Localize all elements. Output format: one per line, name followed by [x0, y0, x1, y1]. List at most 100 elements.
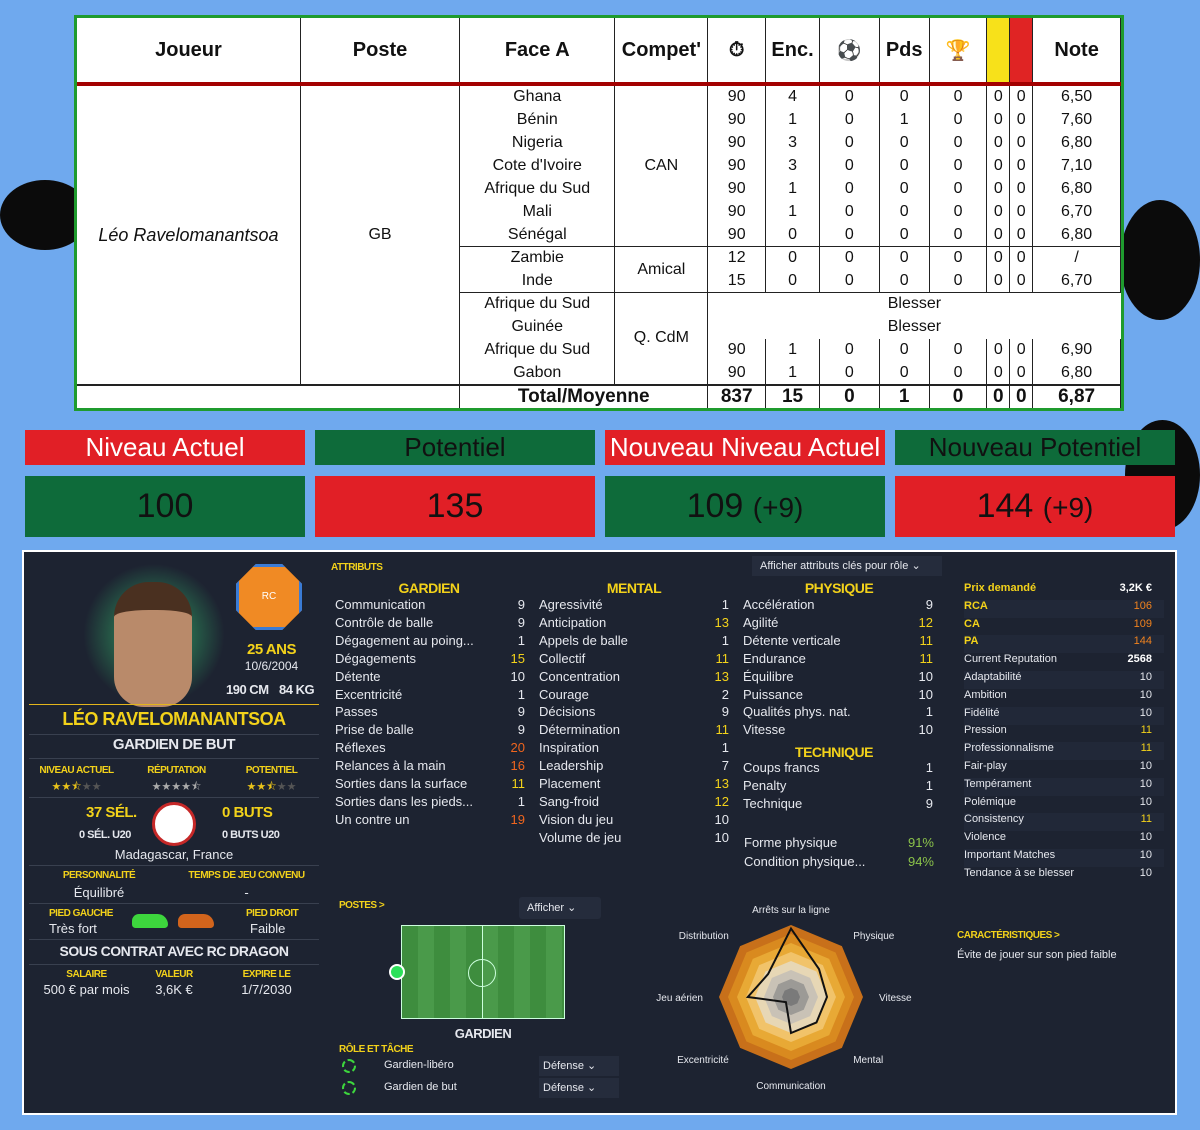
attribute-value: 1 [721, 740, 729, 756]
attribute-name: Détente [335, 668, 381, 684]
stat-cell: 0 [819, 361, 880, 386]
stat-cell: 0 [819, 338, 880, 362]
attribute-row[interactable]: Inspiration 1 [539, 740, 729, 758]
attribute-row[interactable]: Appels de balle 1 [539, 633, 729, 651]
stat-cell: 0 [879, 269, 930, 294]
attribute-row[interactable]: Coups francs 1 [743, 760, 933, 778]
stat-cell: 90 [707, 131, 767, 155]
stat-cell: 3 [765, 131, 820, 155]
attribute-value: 10 [714, 811, 729, 827]
attribute-row[interactable]: Réflexes 20 [335, 740, 525, 758]
stat-cell: 0 [929, 131, 988, 155]
attribute-value: 10 [918, 722, 933, 738]
attribute-name: Relances à la main [335, 758, 446, 774]
attribute-row[interactable]: Prise de balle 9 [335, 722, 525, 740]
attribute-row[interactable]: Volume de jeu 10 [539, 830, 729, 848]
attribute-row[interactable]: Équilibre 10 [743, 669, 933, 687]
player-profile-panel: RC 25 ANS 10/6/2004 190 CM 84 KG LÉO RAV… [22, 550, 1177, 1115]
attribute-value: 15 [510, 650, 525, 666]
attribute-name: Communication [335, 597, 426, 612]
attribute-row[interactable]: Sorties dans la surface 11 [335, 776, 525, 794]
value: 3,6K € [155, 982, 193, 997]
attribute-row[interactable]: Sorties dans les pieds... 1 [335, 794, 525, 812]
caps: 37 SÉL. [86, 804, 137, 821]
contract-info[interactable]: SOUS CONTRAT AVEC RC DRAGON [59, 943, 289, 959]
attribute-row[interactable]: Accélération 9 [743, 597, 933, 615]
hidden-attribute-row: Ambition 10 [964, 689, 1164, 707]
radar-ring [782, 988, 800, 1006]
duty-dropdown[interactable]: Défense ⌄ [539, 1056, 619, 1076]
attribute-row[interactable]: Passes 9 [335, 704, 525, 722]
stat-cell: 90 [707, 361, 767, 386]
national-team-logo[interactable] [152, 802, 196, 846]
attribute-row[interactable]: Penalty 1 [743, 778, 933, 796]
attribute-row[interactable]: Endurance 11 [743, 651, 933, 669]
value-label: VALEUR [155, 969, 193, 980]
traits-link[interactable]: CARACTÉRISTIQUES > [957, 930, 1060, 941]
goalkeeper-position-marker[interactable] [389, 964, 405, 980]
attribute-row[interactable]: Collectif 11 [539, 651, 729, 669]
role-name[interactable]: Gardien de but [384, 1081, 457, 1093]
attribute-value: 10 [510, 668, 525, 684]
delta: (+9) [1042, 492, 1094, 523]
hidden-attribute-row: PA 144 [964, 635, 1164, 654]
playtime-label: TEMPS DE JEU CONVENU [188, 870, 305, 881]
attribute-row[interactable]: Technique 9 [743, 796, 933, 814]
left-foot: Très fort [49, 921, 97, 936]
hidden-attribute-row: Tempérament 10 [964, 777, 1164, 796]
attribute-row[interactable]: Dégagement au poing... 1 [335, 633, 525, 651]
duty-dropdown[interactable]: Défense ⌄ [539, 1078, 619, 1098]
banner-value: 135 [315, 476, 595, 537]
hidden-attribute-name: RCA [964, 599, 988, 612]
header-face-a: Face A [459, 18, 616, 86]
attribute-row[interactable]: Détente 10 [335, 669, 525, 687]
attribute-row[interactable]: Concentration 13 [539, 669, 729, 687]
fitness-name: Forme physique [744, 835, 838, 850]
attribute-row[interactable]: Agressivité 1 [539, 597, 729, 615]
attribute-row[interactable]: Détermination 11 [539, 722, 729, 740]
attribute-row[interactable]: Agilité 12 [743, 615, 933, 633]
attribute-row[interactable]: Courage 2 [539, 687, 729, 705]
attribute-row[interactable]: Anticipation 13 [539, 615, 729, 633]
role-key-attributes-dropdown[interactable]: Afficher attributs clés pour rôle ⌄ [752, 556, 942, 576]
attribute-row[interactable]: Contrôle de balle 9 [335, 615, 525, 633]
attribute-row[interactable]: Décisions 9 [539, 704, 729, 722]
attribute-row[interactable]: Puissance 10 [743, 687, 933, 705]
attribute-value: 1 [517, 632, 525, 648]
left-boot-icon [132, 914, 168, 928]
attribute-row[interactable]: Sang-froid 12 [539, 794, 729, 812]
attribute-row[interactable]: Communication 9 [335, 597, 525, 615]
banner-label: Niveau Actuel [25, 430, 305, 465]
attribute-row[interactable]: Un contre un 19 [335, 812, 525, 830]
attribute-row[interactable]: Dégagements 15 [335, 651, 525, 669]
attribute-row[interactable]: Détente verticale 11 [743, 633, 933, 651]
hidden-attribute-name: Prix demandé [964, 582, 1037, 594]
star-rating: ★★★★⯪ [151, 781, 202, 793]
show-dropdown[interactable]: Afficher ⌄ [519, 897, 601, 919]
attribute-value: 16 [510, 758, 525, 774]
attribute-row[interactable]: Qualités phys. nat. 1 [743, 704, 933, 722]
attribute-row[interactable]: Placement 13 [539, 776, 729, 794]
gardien-title: GARDIEN [398, 580, 460, 596]
stat-cell: 0 [879, 154, 930, 178]
dropdown-label: Afficher attributs clés pour rôle [760, 560, 909, 572]
attribute-name: Dégagements [335, 650, 416, 666]
role-name[interactable]: Gardien-libéro [384, 1059, 454, 1071]
fitness-value: 91% [907, 835, 934, 850]
positions-link[interactable]: POSTES > [339, 900, 385, 911]
banner-label: Nouveau Potentiel [895, 430, 1175, 465]
stat-cell: 0 [1009, 269, 1034, 294]
attribute-row[interactable]: Vision du jeu 10 [539, 812, 729, 830]
injured-cell: Blesser [887, 318, 942, 336]
stopwatch-icon: ⏱ [707, 18, 767, 86]
attribute-name: Volume de jeu [539, 829, 622, 845]
club-logo[interactable]: RC [236, 564, 302, 630]
attribute-row[interactable]: Relances à la main 16 [335, 758, 525, 776]
value: 144 [976, 487, 1034, 525]
hidden-attribute-value: 10 [1139, 706, 1152, 719]
attribute-value: 9 [517, 722, 525, 738]
attribute-row[interactable]: Leadership 7 [539, 758, 729, 776]
attribute-row[interactable]: Excentricité 1 [335, 687, 525, 705]
delta: (+9) [752, 492, 804, 523]
attribute-row[interactable]: Vitesse 10 [743, 722, 933, 740]
